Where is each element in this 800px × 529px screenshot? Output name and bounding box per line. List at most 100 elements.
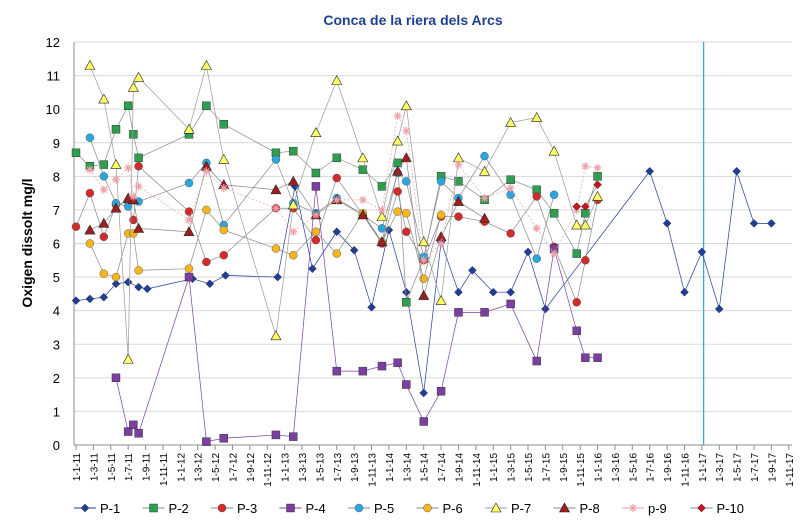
data-point-P-5	[184, 178, 194, 188]
y-tick-label: 3	[53, 337, 60, 352]
x-tick-label: 1-7-13	[333, 453, 344, 482]
legend-label: P-2	[169, 501, 189, 516]
data-point-P-5	[377, 224, 387, 233]
data-point-P-8	[110, 202, 122, 213]
series-P-4	[111, 182, 602, 446]
data-point-P-1	[332, 227, 342, 237]
data-point-P-8	[435, 231, 447, 242]
data-point-P-4	[289, 432, 298, 441]
data-point-P-2	[454, 177, 463, 186]
data-point-P-2	[99, 160, 109, 169]
data-point-P-5	[85, 133, 95, 142]
legend-marker	[149, 503, 158, 513]
data-point-P-1	[308, 264, 317, 273]
legend-item-P-1: P-1	[74, 501, 120, 516]
data-point-P-5	[480, 151, 489, 161]
data-point-P-2	[311, 168, 321, 178]
data-point-P-1	[732, 167, 741, 176]
data-point-p-9	[358, 195, 367, 204]
x-tick-label: 1-7-16	[646, 453, 657, 482]
data-point-P-4	[377, 361, 387, 371]
data-point-P-3	[219, 251, 228, 260]
data-point-P-1	[523, 247, 533, 257]
series-line-P-4	[115, 186, 598, 443]
series-P-8	[84, 152, 491, 300]
data-point-p-9	[377, 205, 386, 214]
data-point-P-7	[479, 165, 491, 176]
legend-item-P-6: P-6	[416, 501, 463, 516]
data-point-P-8	[84, 224, 96, 235]
legend-item-P-7: P-7	[485, 501, 531, 516]
data-point-P-3	[134, 162, 143, 171]
data-point-P-2	[289, 146, 298, 156]
data-point-P-7	[376, 211, 388, 221]
data-point-p-9	[311, 210, 320, 219]
series-layer	[71, 59, 776, 446]
x-tick-label: 1-1-11	[72, 453, 83, 482]
x-tick-label: 1-1-13	[281, 453, 292, 482]
data-point-P-7	[579, 219, 591, 230]
legend-label: P-5	[374, 501, 394, 516]
y-tick-label: 8	[53, 169, 60, 184]
data-point-P-3	[454, 212, 463, 221]
legend-marker	[697, 503, 706, 513]
data-point-p-9	[332, 195, 341, 204]
data-point-P-2	[219, 120, 228, 129]
x-tick-label: 1-1-12	[176, 453, 187, 482]
legend-label: P-3	[237, 501, 257, 516]
data-point-p-9	[419, 256, 428, 265]
legend-item-P-3: P-3	[211, 501, 257, 516]
y-axis-label: Oxigen dissolt mg/l	[19, 178, 35, 307]
data-point-P-1	[402, 287, 411, 297]
legend-item-P-10: P-10	[690, 501, 744, 516]
x-tick-label: 1-5-11	[107, 453, 118, 482]
x-tick-label: 1-5-17	[733, 453, 744, 482]
data-point-p-9	[219, 184, 228, 193]
data-point-P-4	[532, 356, 541, 366]
data-point-P-7	[331, 75, 343, 85]
x-tick-label: 1-5-13	[315, 453, 326, 482]
data-point-p-9	[85, 165, 94, 174]
legend-item-P-4: P-4	[279, 501, 326, 516]
data-point-P-6	[289, 251, 298, 260]
data-point-P-7	[200, 59, 212, 70]
data-point-P-3	[506, 229, 515, 238]
legend-label: P-6	[443, 501, 463, 516]
data-point-P-1	[468, 266, 477, 275]
data-point-p-9	[202, 167, 211, 176]
data-point-P-7	[592, 190, 604, 201]
legend-marker	[423, 503, 432, 513]
x-tick-label: 1-11-14	[472, 453, 483, 487]
legend-marker	[558, 502, 571, 513]
data-point-p-9	[129, 192, 138, 201]
data-point-p-9	[124, 163, 133, 172]
x-tick-label: 1-11-15	[576, 453, 587, 487]
x-tick-label: 1-7-12	[228, 453, 239, 482]
data-point-p-9	[593, 163, 602, 172]
series-line-P-6	[89, 209, 442, 281]
y-tick-label: 2	[53, 371, 60, 386]
x-tick-label: 1-9-11	[142, 453, 153, 482]
data-point-P-1	[111, 279, 121, 289]
data-point-P-8	[270, 184, 282, 195]
data-point-p-9	[532, 224, 541, 233]
data-point-P-7	[122, 353, 134, 364]
data-point-p-9	[134, 182, 143, 191]
data-point-P-8	[133, 222, 145, 233]
data-point-P-6	[184, 264, 194, 273]
data-point-P-2	[202, 101, 211, 111]
data-point-P-8	[452, 195, 464, 206]
data-point-P-3	[332, 173, 341, 183]
data-point-P-4	[436, 387, 446, 396]
legend-marker	[286, 503, 295, 513]
x-tick-label: 1-9-12	[246, 453, 257, 482]
data-point-P-10	[572, 202, 581, 211]
data-point-P-7	[531, 111, 543, 122]
data-point-P-3	[99, 232, 109, 241]
data-point-P-5	[402, 177, 411, 186]
data-point-p-9	[271, 204, 280, 213]
legend-marker	[354, 503, 364, 513]
data-point-P-1	[99, 292, 109, 302]
data-point-p-9	[506, 184, 515, 193]
